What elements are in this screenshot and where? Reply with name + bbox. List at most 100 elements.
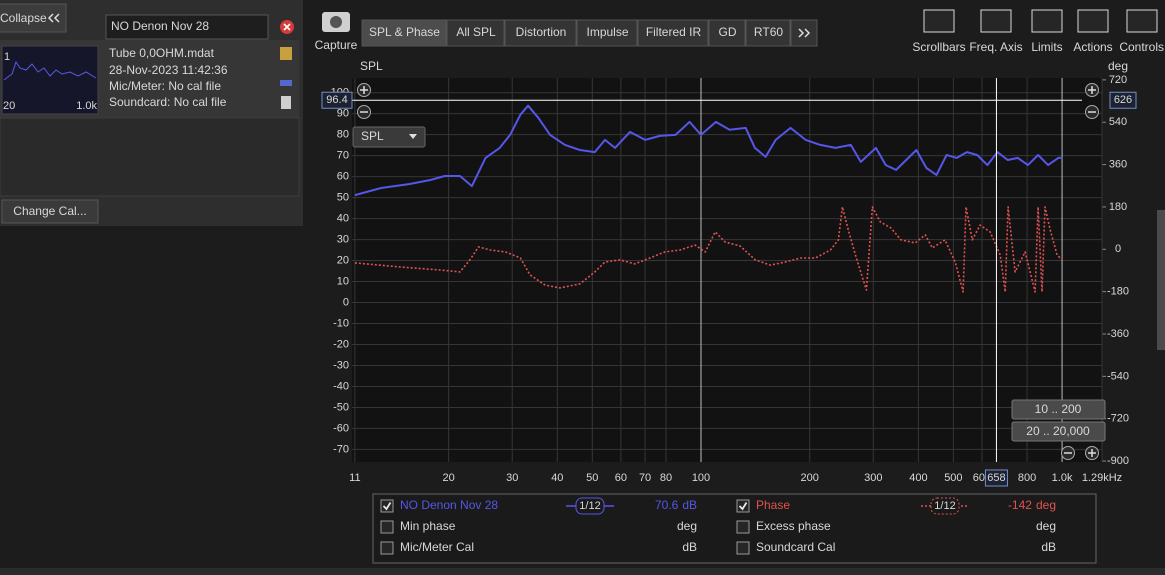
y-tick-label: 10 [337, 275, 349, 287]
tool-label: Scrollbars [912, 40, 965, 54]
status-bar [0, 568, 1165, 575]
x-tick-label: 70 [639, 472, 651, 484]
tool-icon[interactable] [980, 9, 1012, 33]
legend-label: Phase [756, 498, 790, 512]
x-tick-label: 800 [1018, 472, 1036, 484]
cursor-value: 70.6 [655, 498, 679, 512]
tab[interactable] [504, 19, 577, 47]
tool-icon[interactable] [1126, 9, 1158, 33]
tool-label: Actions [1073, 40, 1112, 54]
mic-icon[interactable] [280, 80, 292, 86]
capture-lens [330, 16, 342, 28]
legend-label: NO Denon Nov 28 [400, 498, 498, 512]
y-tick-label: -60 [333, 422, 349, 434]
cursor-readout: 70.6 dB [655, 498, 697, 512]
y2-tick-label: 720 [1109, 74, 1127, 86]
y-tick-label: -30 [333, 359, 349, 371]
y2-tick-label: -180 [1107, 286, 1129, 298]
tab-label: Filtered IR [646, 25, 702, 39]
tab-label: Impulse [586, 25, 628, 39]
zoom-icon [1088, 86, 1096, 94]
cursor-y2-label: 626 [1114, 94, 1132, 106]
thumbnail-x-start: 20 [3, 100, 15, 112]
y-tick-label: 70 [337, 150, 349, 162]
tool-label: Freq. Axis [969, 40, 1022, 54]
range-button-label: 10 .. 200 [1035, 402, 1082, 416]
tool-icon[interactable] [1031, 9, 1063, 33]
x-tick-label: 40 [551, 472, 563, 484]
checkmark [382, 502, 392, 511]
tool-icon[interactable] [1077, 9, 1109, 33]
legend-unit: deg [677, 519, 697, 533]
legend-unit: dB [682, 540, 697, 554]
tool-icon[interactable] [923, 9, 955, 33]
tab[interactable] [361, 19, 447, 47]
y-tick-label: -40 [333, 380, 349, 392]
y-tick-label: 90 [337, 108, 349, 120]
x-tick-label: 400 [909, 472, 927, 484]
y-selector[interactable] [352, 126, 426, 148]
cursor-y-box [321, 91, 353, 109]
tab[interactable] [637, 19, 709, 47]
y-tick-label: 40 [337, 212, 349, 224]
y2-tick-label: -720 [1107, 413, 1129, 425]
remove-icon [283, 23, 291, 31]
thumbnail-trace [3, 60, 97, 81]
tab-label: Distortion [516, 25, 567, 39]
x-tick-label: 60 [615, 472, 627, 484]
smoothing-label: 1/12 [934, 500, 955, 512]
y2-tick-label: -540 [1107, 370, 1129, 382]
tab[interactable] [446, 19, 505, 47]
y-tick-label: -20 [333, 338, 349, 350]
y-tick-label: 80 [337, 129, 349, 141]
y2-tick-label: -360 [1107, 328, 1129, 340]
smoothing-box[interactable] [930, 497, 960, 515]
soundcard: Soundcard: No cal file [109, 95, 227, 109]
thumbnail-x-end: 1.0k [76, 100, 97, 112]
cursor-x-box [984, 469, 1008, 487]
tab-label: GD [719, 25, 737, 39]
checkmark [738, 502, 748, 511]
x-tick-label: 80 [660, 472, 672, 484]
collapse-label: Collapse [0, 11, 47, 25]
range-button[interactable] [1011, 399, 1106, 420]
tab[interactable] [708, 19, 746, 47]
name-input[interactable] [105, 14, 269, 40]
checkbox[interactable] [736, 541, 750, 555]
notes-icon[interactable] [280, 47, 292, 60]
y2-axis-title: deg [1108, 59, 1128, 73]
y-axis-title: SPL [360, 59, 383, 73]
cursor-x-label: 658 [987, 472, 1005, 484]
tab-label: RT60 [754, 25, 783, 39]
tool-label: Limits [1031, 40, 1062, 54]
thumbnail [1, 45, 99, 115]
checkbox[interactable] [736, 499, 750, 513]
y-tick-label: 60 [337, 171, 349, 183]
x-tick-label: 200 [801, 472, 819, 484]
checkbox[interactable] [380, 541, 394, 555]
tab-label: All SPL [456, 25, 496, 39]
x-tick-label: 50 [586, 472, 598, 484]
tab[interactable] [745, 19, 791, 47]
cursor-unit: dB [682, 498, 697, 512]
change-cal-button[interactable] [1, 199, 99, 224]
tool-label: Controls [1119, 40, 1164, 54]
mic-meter: Mic/Meter: No cal file [109, 79, 221, 93]
y-tick-label: 20 [337, 254, 349, 266]
series-line [354, 206, 1063, 293]
range-button[interactable] [1011, 421, 1106, 442]
scrollbar[interactable] [1157, 210, 1165, 350]
y-tick-label: 0 [343, 296, 349, 308]
smoothing-box[interactable] [575, 497, 605, 515]
series-line [354, 104, 1063, 197]
tab[interactable] [576, 19, 638, 47]
y-selector-arrow [409, 134, 417, 139]
date: 28-Nov-2023 11:42:36 [109, 63, 228, 77]
checkbox[interactable] [380, 499, 394, 513]
y-tick-label: -10 [333, 317, 349, 329]
cursor-unit: deg [1036, 498, 1056, 512]
checkbox[interactable] [380, 520, 394, 534]
file-icon[interactable] [281, 96, 291, 109]
checkbox[interactable] [736, 520, 750, 534]
